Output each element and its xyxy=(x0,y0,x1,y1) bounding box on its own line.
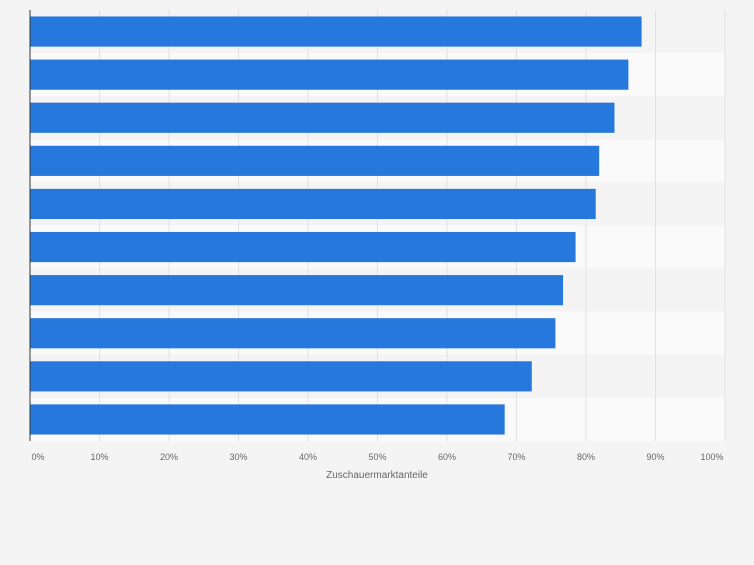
bar xyxy=(30,16,642,47)
x-tick-label: 90% xyxy=(646,452,664,462)
bar xyxy=(30,188,596,220)
x-tick-label: 40% xyxy=(299,452,317,462)
bar xyxy=(30,102,615,133)
x-tick-label: 50% xyxy=(368,452,386,462)
x-tick-label: 70% xyxy=(507,452,525,462)
bar xyxy=(30,231,576,263)
bars xyxy=(30,16,642,435)
bar xyxy=(30,404,505,435)
bar xyxy=(30,145,600,176)
bar xyxy=(30,59,629,90)
bar xyxy=(30,361,532,392)
x-tick-label: 20% xyxy=(160,452,178,462)
x-tick-label: 60% xyxy=(438,452,456,462)
x-tick-label: 10% xyxy=(90,452,108,462)
x-tick-label: 30% xyxy=(229,452,247,462)
x-axis-label: Zuschauermarktanteile xyxy=(326,470,428,481)
x-tick-label: 100% xyxy=(700,452,723,462)
x-tick-labels: 0% 10% 20% 30% 40% 50% 60% 70% 80% 90% 100% xyxy=(31,452,723,462)
x-tick-label: 80% xyxy=(577,452,595,462)
bar xyxy=(30,275,564,306)
bar xyxy=(30,318,556,349)
x-tick-label: 0% xyxy=(31,452,44,462)
